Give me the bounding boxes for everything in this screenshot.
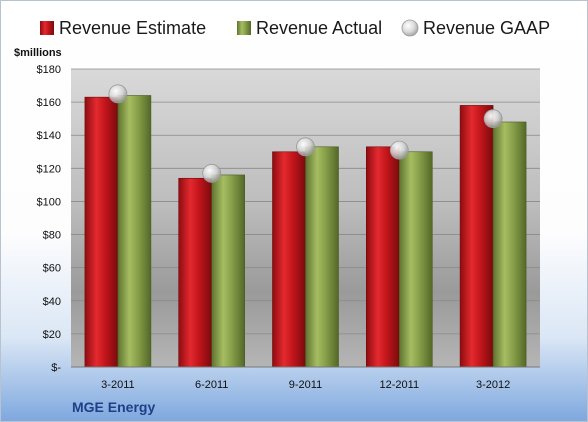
marker-revenue-gaap (483, 109, 503, 129)
x-tick-label: 6-2011 (195, 379, 228, 391)
legend-label-revenue-actual: Revenue Actual (256, 18, 382, 38)
y-tick-label: $80 (43, 230, 61, 242)
legend-swatch-revenue-gaap (401, 19, 419, 37)
bars (84, 95, 527, 368)
legend-swatch-revenue-actual (237, 21, 251, 35)
y-axis-unit-label: $millions (14, 47, 62, 59)
y-tick-label: $100 (37, 196, 61, 208)
y-tick-label: $20 (43, 329, 61, 341)
legend-label-revenue-estimate: Revenue Estimate (59, 18, 206, 38)
y-tick-label: $- (51, 362, 61, 374)
y-axis-ticks: $- $20 $40 $60 $80 $100 $120 $140 $160 $180 (37, 64, 62, 374)
x-tick-label: 9-2011 (289, 379, 322, 391)
bar-revenue-actual (211, 174, 245, 368)
bar-revenue-actual (398, 151, 433, 368)
bar-revenue-actual (305, 146, 339, 368)
y-tick-label: $180 (37, 64, 61, 76)
bar-revenue-estimate (365, 146, 400, 368)
bar-revenue-estimate (272, 151, 306, 368)
marker-revenue-gaap (108, 84, 128, 104)
bar-revenue-actual (492, 121, 527, 368)
x-tick-label: 12-2011 (380, 379, 420, 391)
legend-label-revenue-gaap: Revenue GAAP (423, 18, 550, 38)
bar-revenue-estimate (459, 105, 494, 368)
x-axis-labels: 3-2011 6-2011 9-2011 12-2011 3-2012 (101, 379, 510, 391)
gaap-markers (108, 84, 503, 183)
y-tick-label: $140 (37, 130, 61, 142)
bar-revenue-actual (117, 95, 152, 368)
y-tick-label: $60 (43, 263, 61, 275)
y-tick-label: $160 (37, 97, 61, 109)
bar-revenue-estimate (178, 177, 212, 368)
x-tick-label: 3-2012 (476, 379, 510, 391)
marker-revenue-gaap (202, 163, 222, 183)
legend-swatch-revenue-estimate (40, 21, 54, 35)
marker-revenue-gaap (296, 137, 315, 157)
y-tick-label: $120 (37, 163, 61, 175)
x-tick-label: 3-2011 (101, 379, 134, 391)
legend: Revenue Estimate Revenue Actual Revenue … (40, 18, 550, 38)
company-name: MGE Energy (72, 399, 155, 415)
bar-revenue-estimate (84, 96, 119, 368)
y-tick-label: $40 (43, 296, 61, 308)
marker-revenue-gaap (389, 140, 409, 160)
